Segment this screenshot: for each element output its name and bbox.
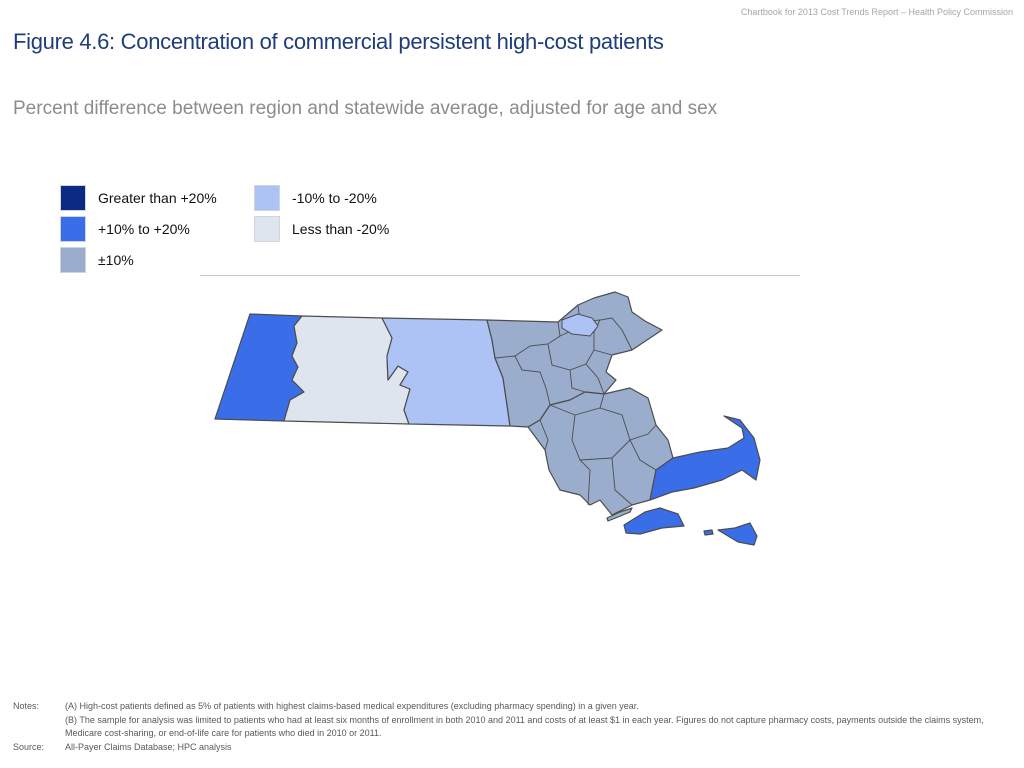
legend-label: Less than -20%: [292, 221, 390, 237]
subregion-border: [569, 369, 586, 393]
figure-subtitle: Percent difference between region and st…: [13, 98, 718, 119]
source-row: Source: All-Payer Claims Database; HPC a…: [13, 741, 1013, 755]
subregion-border: [629, 424, 657, 441]
legend-item-10-to-20: +10% to +20%: [60, 216, 190, 242]
map-region-northshore-pocket: [561, 313, 599, 337]
legend-swatch: [254, 216, 280, 242]
legend-swatch: [254, 185, 280, 211]
legend-item-plus-minus-10: ±10%: [60, 247, 134, 273]
subregion-border: [494, 355, 551, 406]
source-label: Source:: [13, 741, 45, 752]
subregion-border: [585, 363, 605, 395]
subregion-border: [611, 457, 633, 506]
notes-text: (A) High-cost patients defined as 5% of …: [65, 700, 1013, 741]
figure-footer: Notes: (A) High-cost patients defined as…: [13, 700, 1013, 754]
legend-item-greater-than-20: Greater than +20%: [60, 185, 217, 211]
notes-label: Notes:: [13, 701, 40, 711]
map-region-marthas-vineyard: [623, 507, 685, 535]
subregion-border: [574, 407, 657, 471]
subregion-border: [599, 393, 605, 409]
note-b: (B) The sample for analysis was limited …: [65, 714, 984, 739]
map-region-islet: [703, 529, 714, 536]
legend-label: -10% to -20%: [292, 190, 377, 206]
massachusetts-region-map: [214, 291, 761, 546]
legend-item-less-than-minus-20: Less than -20%: [254, 216, 389, 242]
source-text: All-Payer Claims Database; HPC analysis: [65, 741, 232, 752]
map-region-elizabeth-islands: [606, 507, 633, 522]
subregion-border: [547, 343, 613, 371]
map-subregion-borders: [494, 304, 657, 506]
legend-divider: [200, 275, 800, 276]
chartbook-header-note: Chartbook for 2013 Cost Trends Report – …: [740, 7, 1013, 17]
map-region-nantucket: [717, 522, 758, 546]
legend-label: Greater than +20%: [98, 190, 217, 206]
legend-swatch: [60, 216, 86, 242]
legend-label: ±10%: [98, 252, 134, 268]
legend-label: +10% to +20%: [98, 221, 190, 237]
notes-row: Notes: (A) High-cost patients defined as…: [13, 700, 1013, 741]
legend-item-minus-10-to-20: -10% to -20%: [254, 185, 377, 211]
map-region-cape-cod: [649, 415, 761, 501]
subregion-border: [549, 404, 591, 506]
subregion-border: [539, 419, 549, 451]
figure-title: Figure 4.6: Concentration of commercial …: [13, 29, 664, 54]
legend-swatch: [60, 247, 86, 273]
legend-swatch: [60, 185, 86, 211]
note-a: (A) High-cost patients defined as 5% of …: [65, 701, 639, 711]
